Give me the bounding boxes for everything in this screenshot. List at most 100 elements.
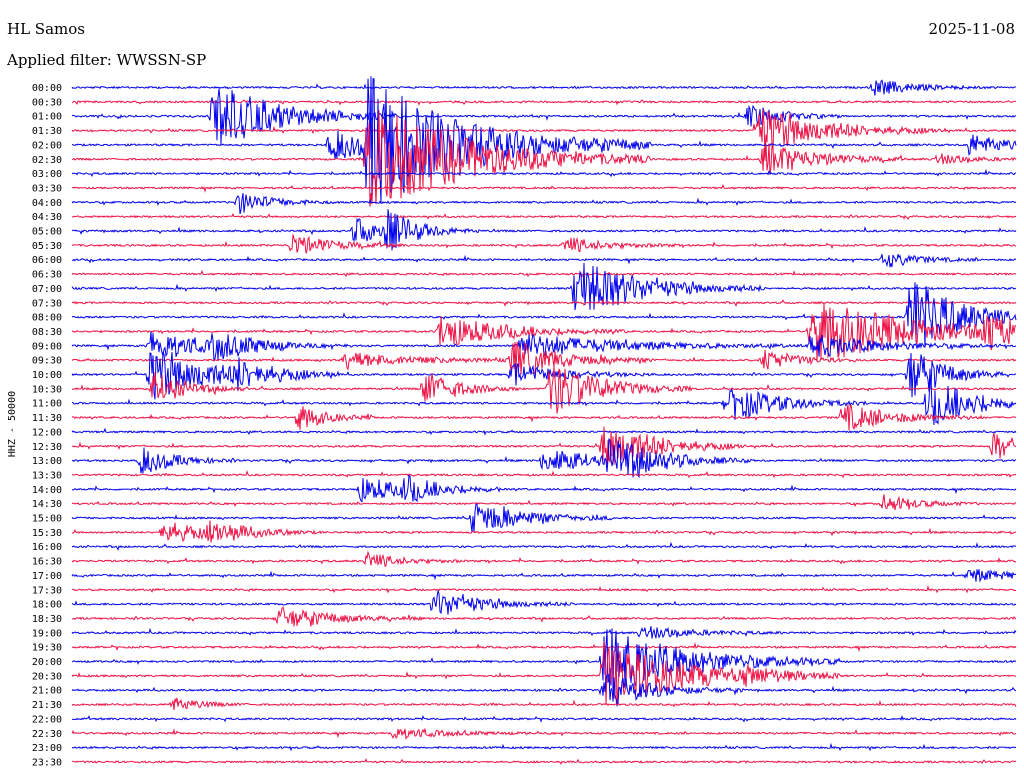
time-tick-label: 16:30 xyxy=(32,557,62,568)
trace-row xyxy=(71,520,1017,543)
y-axis-label: HHZ - 50000 xyxy=(7,391,18,457)
time-tick-label: 11:00 xyxy=(32,399,62,410)
trace-row xyxy=(71,641,1017,707)
trace-row xyxy=(71,212,1017,220)
time-tick-label: 15:00 xyxy=(32,514,62,525)
trace-row xyxy=(71,404,1017,431)
trace-row xyxy=(71,437,1017,479)
time-tick-label: 17:00 xyxy=(32,571,62,582)
seismic-traces xyxy=(71,76,1017,765)
trace-row xyxy=(71,367,1017,414)
trace-row xyxy=(72,714,1017,723)
trace-row xyxy=(71,585,1017,594)
time-tick-label: 22:00 xyxy=(32,714,62,725)
trace-row xyxy=(71,269,1017,278)
time-tick-label: 05:00 xyxy=(32,227,62,238)
trace-row xyxy=(71,88,1017,145)
trace-row xyxy=(72,254,1017,268)
trace-row xyxy=(71,642,1017,653)
time-tick-label: 15:30 xyxy=(32,528,62,539)
time-tick-label: 22:30 xyxy=(32,729,62,740)
trace-row xyxy=(71,590,1017,615)
time-tick-label: 08:30 xyxy=(32,327,62,338)
time-tick-label: 09:30 xyxy=(32,356,62,367)
time-tick-label: 13:00 xyxy=(32,456,62,467)
time-tick-label: 11:30 xyxy=(32,413,62,424)
time-tick-label: 20:30 xyxy=(32,671,62,682)
time-tick-label: 19:30 xyxy=(32,643,62,654)
applied-filter: Applied filter: WWSSN-SP xyxy=(7,51,207,69)
trace-row xyxy=(71,183,1017,193)
trace-row xyxy=(71,503,1017,533)
trace-row xyxy=(71,99,1017,106)
trace-row xyxy=(71,168,1017,178)
trace-row xyxy=(71,697,1017,711)
time-tick-label: 04:00 xyxy=(32,198,62,209)
time-tick-label: 16:00 xyxy=(32,542,62,553)
trace-row xyxy=(71,262,1017,311)
trace-row xyxy=(71,298,1017,307)
time-tick-label: 00:00 xyxy=(32,83,62,94)
trace-row xyxy=(71,494,1017,511)
trace-row xyxy=(71,377,1017,426)
trace-row xyxy=(71,569,1017,583)
time-tick-label: 03:00 xyxy=(32,169,62,180)
time-tick-label: 07:00 xyxy=(32,284,62,295)
trace-row xyxy=(71,110,1017,207)
trace-row xyxy=(72,426,1017,465)
trace-row xyxy=(71,427,1017,436)
time-tick-label: 01:00 xyxy=(32,112,62,123)
time-tick-label: 02:30 xyxy=(32,155,62,166)
time-tick-label: 06:00 xyxy=(32,255,62,266)
trace-row xyxy=(71,728,1017,740)
time-tick-label: 09:00 xyxy=(32,341,62,352)
time-tick-label: 07:30 xyxy=(32,298,62,309)
time-tick-label: 12:00 xyxy=(32,427,62,438)
time-tick-label: 03:30 xyxy=(32,183,62,194)
time-tick-label: 21:30 xyxy=(32,700,62,711)
time-tick-label: 12:30 xyxy=(32,442,62,453)
time-tick-label: 21:00 xyxy=(32,686,62,697)
time-tick-label: 05:30 xyxy=(32,241,62,252)
trace-row xyxy=(72,76,1017,203)
time-tick-label: 23:00 xyxy=(32,743,62,754)
time-tick-label: 14:00 xyxy=(32,485,62,496)
trace-row xyxy=(71,628,1017,688)
trace-row xyxy=(71,234,1017,254)
time-tick-labels: 00:00 00:30 01:00 01:30 02:00 02:30 03:00 03:30… xyxy=(32,83,62,768)
time-tick-label: 18:00 xyxy=(32,600,62,611)
time-tick-label: 04:30 xyxy=(32,212,62,223)
time-tick-label: 20:00 xyxy=(32,657,62,668)
trace-row xyxy=(71,474,1017,503)
trace-row xyxy=(71,541,1017,551)
trace-row xyxy=(71,352,1017,400)
plot-date: 2025-11-08 xyxy=(928,20,1015,38)
station-name: HL Samos xyxy=(7,20,85,38)
trace-row xyxy=(71,673,1017,707)
time-tick-label: 10:00 xyxy=(32,370,62,381)
time-tick-label: 02:00 xyxy=(32,140,62,151)
trace-row xyxy=(71,550,1017,567)
time-tick-label: 00:30 xyxy=(32,97,62,108)
time-tick-label: 17:30 xyxy=(32,585,62,596)
trace-row xyxy=(71,193,1017,215)
trace-row xyxy=(71,626,1017,639)
trace-row xyxy=(71,742,1017,752)
time-tick-label: 19:00 xyxy=(32,628,62,639)
time-tick-label: 10:30 xyxy=(32,384,62,395)
trace-row xyxy=(71,470,1017,479)
time-tick-label: 06:30 xyxy=(32,270,62,281)
time-tick-label: 23:30 xyxy=(32,757,62,768)
time-tick-label: 14:30 xyxy=(32,499,62,510)
time-tick-label: 01:30 xyxy=(32,126,62,137)
trace-row xyxy=(71,606,1017,627)
trace-row xyxy=(71,302,1017,362)
time-tick-label: 18:30 xyxy=(32,614,62,625)
trace-row xyxy=(71,209,1017,251)
time-tick-label: 08:00 xyxy=(32,313,62,324)
time-tick-label: 13:30 xyxy=(32,470,62,481)
trace-row xyxy=(71,109,1017,154)
trace-row xyxy=(71,341,1017,375)
trace-row xyxy=(71,758,1017,765)
